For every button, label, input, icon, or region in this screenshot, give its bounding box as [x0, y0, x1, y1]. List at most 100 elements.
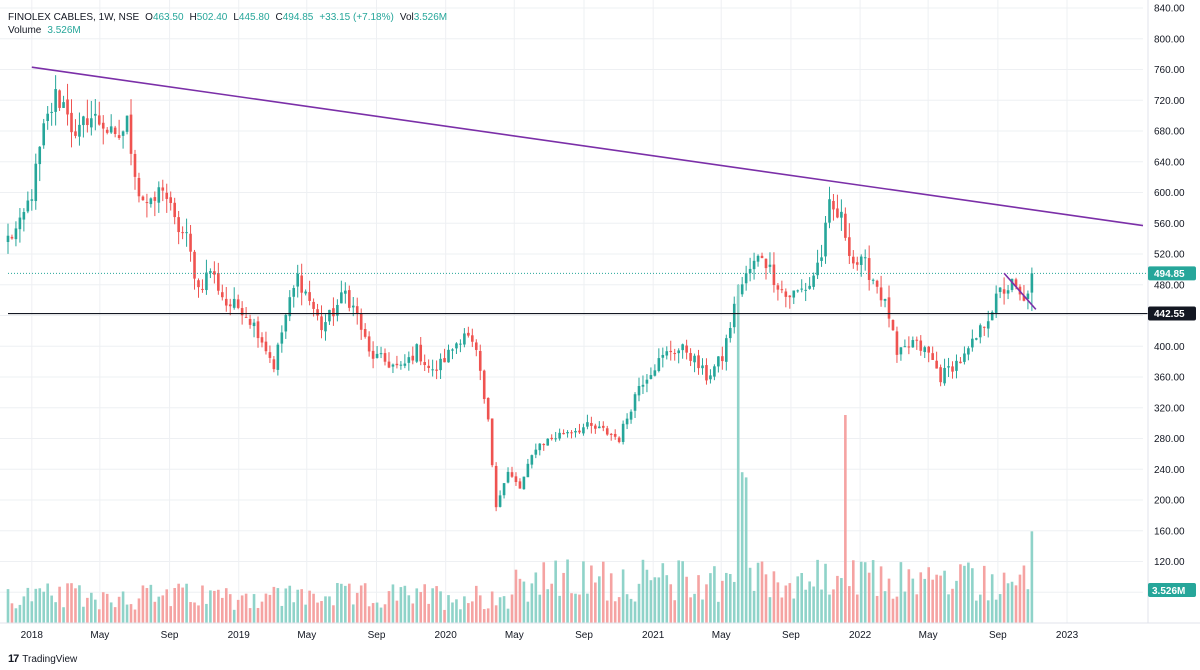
candle-body [943, 367, 946, 384]
candle-body [447, 349, 450, 363]
candle-body [153, 197, 157, 201]
last-price-tag-bg [1148, 266, 1196, 281]
volume-bar [94, 599, 97, 623]
high-value: 502.40 [196, 12, 228, 23]
candle-body [256, 321, 260, 339]
volume-bar [566, 559, 569, 623]
tradingview-branding[interactable]: 17 TradingView [8, 653, 77, 665]
x-tick-label: 2020 [435, 630, 458, 641]
y-tick-label: 720.00 [1154, 96, 1185, 107]
volume-bar [625, 594, 629, 623]
volume-bar [145, 588, 149, 623]
candle-body [629, 411, 633, 420]
candle-body [34, 163, 38, 202]
candle-body [82, 116, 85, 126]
volume-bar [288, 585, 292, 623]
candle-body [1002, 289, 1006, 294]
volume-bar [978, 594, 982, 623]
volume-bar [780, 597, 784, 623]
candle-body [161, 187, 165, 191]
candle-body [653, 370, 657, 376]
volume-bar [725, 572, 728, 623]
candle-body [296, 273, 300, 287]
candle-body [375, 353, 379, 358]
candle-body [308, 292, 311, 301]
volume-bar [463, 596, 466, 623]
candle-body [978, 325, 982, 338]
volume-bar [97, 609, 101, 623]
volume-bar [490, 591, 494, 623]
volume-bar [435, 586, 438, 623]
candle-body [951, 366, 954, 372]
volume-bar [1026, 589, 1030, 623]
candle-body [939, 367, 942, 383]
candle-body [340, 292, 343, 304]
volume-bar [629, 598, 633, 623]
candle-body [109, 126, 113, 133]
volume-bar [848, 586, 851, 623]
candle-body [836, 208, 839, 218]
volume-bar [371, 603, 375, 623]
volume-bar [38, 588, 42, 623]
candle-body [46, 113, 49, 122]
volume-bar [844, 415, 847, 623]
volume-bar [443, 609, 446, 623]
volume-bar [367, 606, 371, 623]
candle-body [740, 284, 744, 295]
x-tick-label: 2023 [1056, 630, 1079, 641]
open-label: O [145, 12, 153, 23]
candle-body [22, 212, 26, 220]
candle-body [121, 131, 125, 136]
symbol-label: FINOLEX CABLES, 1W, NSE [8, 12, 140, 23]
volume-bar [947, 594, 950, 623]
volume-bar [657, 577, 661, 623]
candle-body [288, 297, 292, 317]
volume-bar [903, 591, 907, 623]
candle-body [732, 303, 736, 328]
candle-body [431, 369, 434, 371]
volume-bar [14, 608, 18, 623]
x-tick-label: May [297, 630, 316, 641]
volume-bar [58, 586, 61, 623]
volume-bar [46, 583, 49, 623]
candle-body [300, 275, 303, 293]
candle-body [816, 262, 819, 276]
candle-body [689, 353, 692, 361]
candle-body [272, 359, 276, 370]
volume-bar [300, 589, 303, 623]
y-tick-label: 800.00 [1154, 34, 1185, 45]
volume-bar [379, 607, 383, 623]
candle-body [367, 336, 371, 352]
volume-bar [133, 609, 137, 623]
candle-body [1022, 295, 1026, 301]
candle-body [213, 271, 216, 275]
candle-body [459, 343, 462, 345]
y-tick-label: 600.00 [1154, 188, 1185, 199]
candle-body [848, 237, 851, 256]
y-tick-label: 480.00 [1154, 280, 1185, 291]
volume-bar [272, 586, 276, 623]
candle-body [955, 360, 958, 371]
volume-bar [594, 582, 597, 623]
volume-bar [355, 592, 359, 623]
candle-body [661, 354, 665, 358]
candle-body [879, 287, 883, 301]
volume-bar [633, 601, 637, 623]
candle-body [482, 370, 486, 400]
candle-body [788, 295, 792, 298]
candle-body [391, 364, 395, 367]
support-price-tag: 442.55 [1154, 309, 1185, 320]
candle-body [50, 111, 53, 113]
candle-body [181, 232, 184, 234]
candle-body [538, 443, 542, 451]
candle-body [240, 308, 244, 316]
volume-bar [407, 595, 411, 623]
volume-bar [812, 586, 815, 623]
candle-body [177, 217, 180, 233]
candle-body [554, 438, 557, 440]
volume-bar [50, 595, 53, 623]
volume-bar [764, 574, 768, 623]
candle-body [320, 316, 323, 331]
volume-bar [62, 607, 65, 623]
